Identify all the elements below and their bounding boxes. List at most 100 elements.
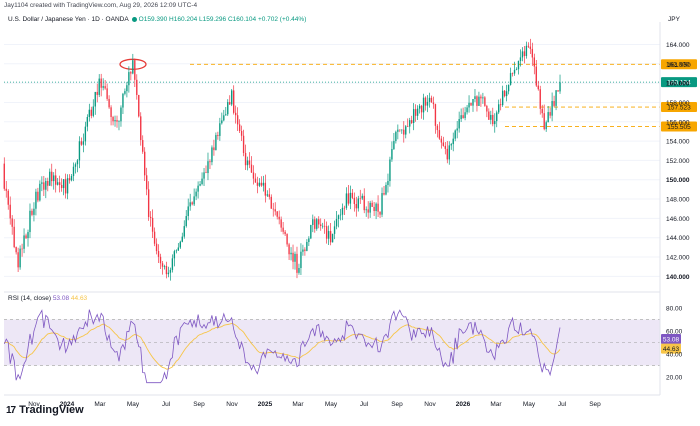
candle-body <box>17 252 19 268</box>
candle-body <box>64 179 67 194</box>
candle-body <box>343 207 346 209</box>
candle-body <box>551 101 553 116</box>
tradingview-logo[interactable]: 17 TradingView <box>6 404 84 416</box>
current-price-tag <box>661 77 697 88</box>
candle-body <box>138 94 140 117</box>
candle-body <box>112 116 114 122</box>
candle-body <box>11 218 13 227</box>
candle-body <box>242 135 245 153</box>
candle-body <box>361 195 363 199</box>
grid <box>4 43 660 277</box>
candle-body <box>92 106 94 116</box>
candle-body <box>444 145 447 149</box>
candle-body <box>559 82 561 92</box>
x-tick-label: Sep <box>391 401 403 408</box>
candle-body <box>543 113 545 130</box>
candle-body <box>310 224 312 239</box>
candle-body <box>304 249 306 251</box>
candle-body <box>509 73 512 85</box>
candle-body <box>179 241 181 248</box>
candle-body <box>306 242 308 251</box>
rsi-ma-tag-label: 44.63 <box>663 346 680 353</box>
candle-body <box>155 243 158 252</box>
candle-body <box>128 72 130 86</box>
candle-body <box>238 124 241 131</box>
candle-body <box>82 141 85 145</box>
candle-body <box>527 45 530 47</box>
candle-body <box>181 236 183 242</box>
candle-body <box>233 90 235 113</box>
candle-body <box>240 130 243 136</box>
x-tick-label: Nov <box>226 401 238 408</box>
candle-body <box>5 188 7 191</box>
price-level-label: 161.950 <box>667 62 691 69</box>
candle-body <box>25 235 27 239</box>
candle-body <box>74 164 77 167</box>
candle-body <box>331 233 334 243</box>
candle-body <box>45 180 47 190</box>
candle-body <box>312 219 314 225</box>
candle-body <box>302 249 304 252</box>
candle-body <box>278 216 280 220</box>
candle-body <box>355 204 358 209</box>
rsi-legend[interactable]: RSI (14, close) 53.08 44.63 <box>8 295 87 302</box>
candle-body <box>547 112 549 123</box>
candle-body <box>274 209 276 212</box>
candle-body <box>86 116 89 127</box>
candle-body <box>197 185 199 192</box>
y-tick-label: 146.000 <box>666 216 690 223</box>
rsi-ma-tag <box>661 343 681 354</box>
candle-body <box>203 172 205 179</box>
candle-body <box>116 120 118 122</box>
candle-body <box>213 147 215 151</box>
candle-body <box>163 266 166 267</box>
candle-body <box>385 184 387 195</box>
candle-body <box>391 149 393 160</box>
candle-body <box>161 263 164 267</box>
candle-body <box>541 108 543 114</box>
candle-body <box>296 253 298 273</box>
rsi-line <box>3 309 561 384</box>
symbol-legend[interactable]: U.S. Dollar / Japanese Yen · 1D · OANDA O… <box>8 16 306 23</box>
candle-body <box>254 178 257 183</box>
candle-body <box>33 208 35 215</box>
candle-body <box>511 73 514 74</box>
rsi-value: 53.08 <box>52 295 70 302</box>
candle-body <box>217 135 219 136</box>
candle-body <box>389 159 391 182</box>
candle-body <box>492 114 494 125</box>
candle-body <box>169 269 172 273</box>
candle-body <box>371 202 373 207</box>
rsi-tick-label: 20.00 <box>666 374 683 381</box>
candle-body <box>37 191 39 201</box>
candle-body <box>452 138 454 145</box>
candle-body <box>314 219 316 229</box>
candle-body <box>276 211 278 217</box>
candle-body <box>490 114 492 120</box>
candle-body <box>438 130 441 139</box>
y-tick-label: 162.000 <box>666 61 690 68</box>
candle-body <box>403 129 405 135</box>
symbol-title[interactable]: U.S. Dollar / Japanese Yen · 1D · OANDA <box>8 16 129 23</box>
x-tick-label: May <box>127 401 140 408</box>
candle-body <box>175 250 178 252</box>
candle-body <box>106 88 108 99</box>
candle-body <box>122 93 124 108</box>
candle-body <box>219 123 221 136</box>
candle-body <box>53 175 55 182</box>
rsi-value-tag-label: 53.08 <box>663 336 680 343</box>
candle-body <box>256 182 259 186</box>
candle-body <box>399 129 401 131</box>
candle-body <box>78 141 81 161</box>
candle-body <box>418 105 421 109</box>
candle-body <box>553 101 555 106</box>
candle-body <box>223 115 225 121</box>
x-tick-label: 2026 <box>456 401 471 408</box>
candle-body <box>373 206 375 211</box>
axes[interactable] <box>4 22 661 396</box>
candle-body <box>66 178 69 194</box>
candle-body <box>49 171 51 186</box>
rsi-title[interactable]: RSI (14, close) <box>8 295 51 302</box>
candle-body <box>142 140 144 152</box>
